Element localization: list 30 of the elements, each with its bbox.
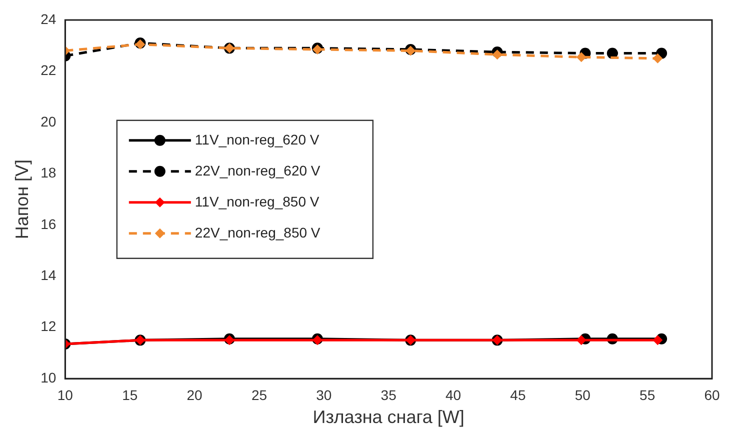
x-tick-label: 40 — [445, 386, 462, 403]
y-tick-label: 20 — [40, 113, 56, 130]
x-tick-label: 25 — [251, 386, 268, 403]
y-tick-label: 18 — [40, 164, 56, 181]
legend-label: 22V_non-reg_620 V — [194, 162, 321, 178]
y-tick-label: 12 — [40, 318, 56, 334]
point — [492, 50, 502, 60]
y-tick-label: 24 — [40, 10, 56, 27]
x-axis-title: Излазна снага [W] — [312, 407, 464, 428]
point — [652, 335, 663, 346]
x-tick-label: 15 — [122, 386, 138, 403]
point — [652, 53, 663, 64]
y-tick-label: 16 — [40, 216, 56, 232]
x-tick-label: 60 — [704, 386, 720, 403]
x-tick-label: 30 — [316, 386, 332, 403]
x-tick-label: 20 — [186, 386, 203, 403]
y-tick-label: 22 — [40, 62, 56, 78]
legend-label: 22V_non-reg_850 V — [194, 224, 321, 240]
point — [576, 335, 586, 346]
y-tick-label: 14 — [40, 267, 56, 283]
legend-label: 11V_non-reg_850 V — [194, 193, 320, 210]
y-tick-label: 10 — [40, 369, 56, 386]
x-tick-label: 55 — [640, 386, 656, 403]
y-axis-title: Напон [V] — [12, 159, 32, 240]
x-tick-label: 50 — [574, 386, 591, 403]
legend-label: 11V_non-reg_620 V — [194, 131, 320, 148]
x-tick-label: 45 — [510, 386, 526, 403]
x-tick-label: 10 — [57, 386, 74, 403]
x-tick-label: 35 — [380, 386, 397, 403]
point — [576, 52, 586, 62]
